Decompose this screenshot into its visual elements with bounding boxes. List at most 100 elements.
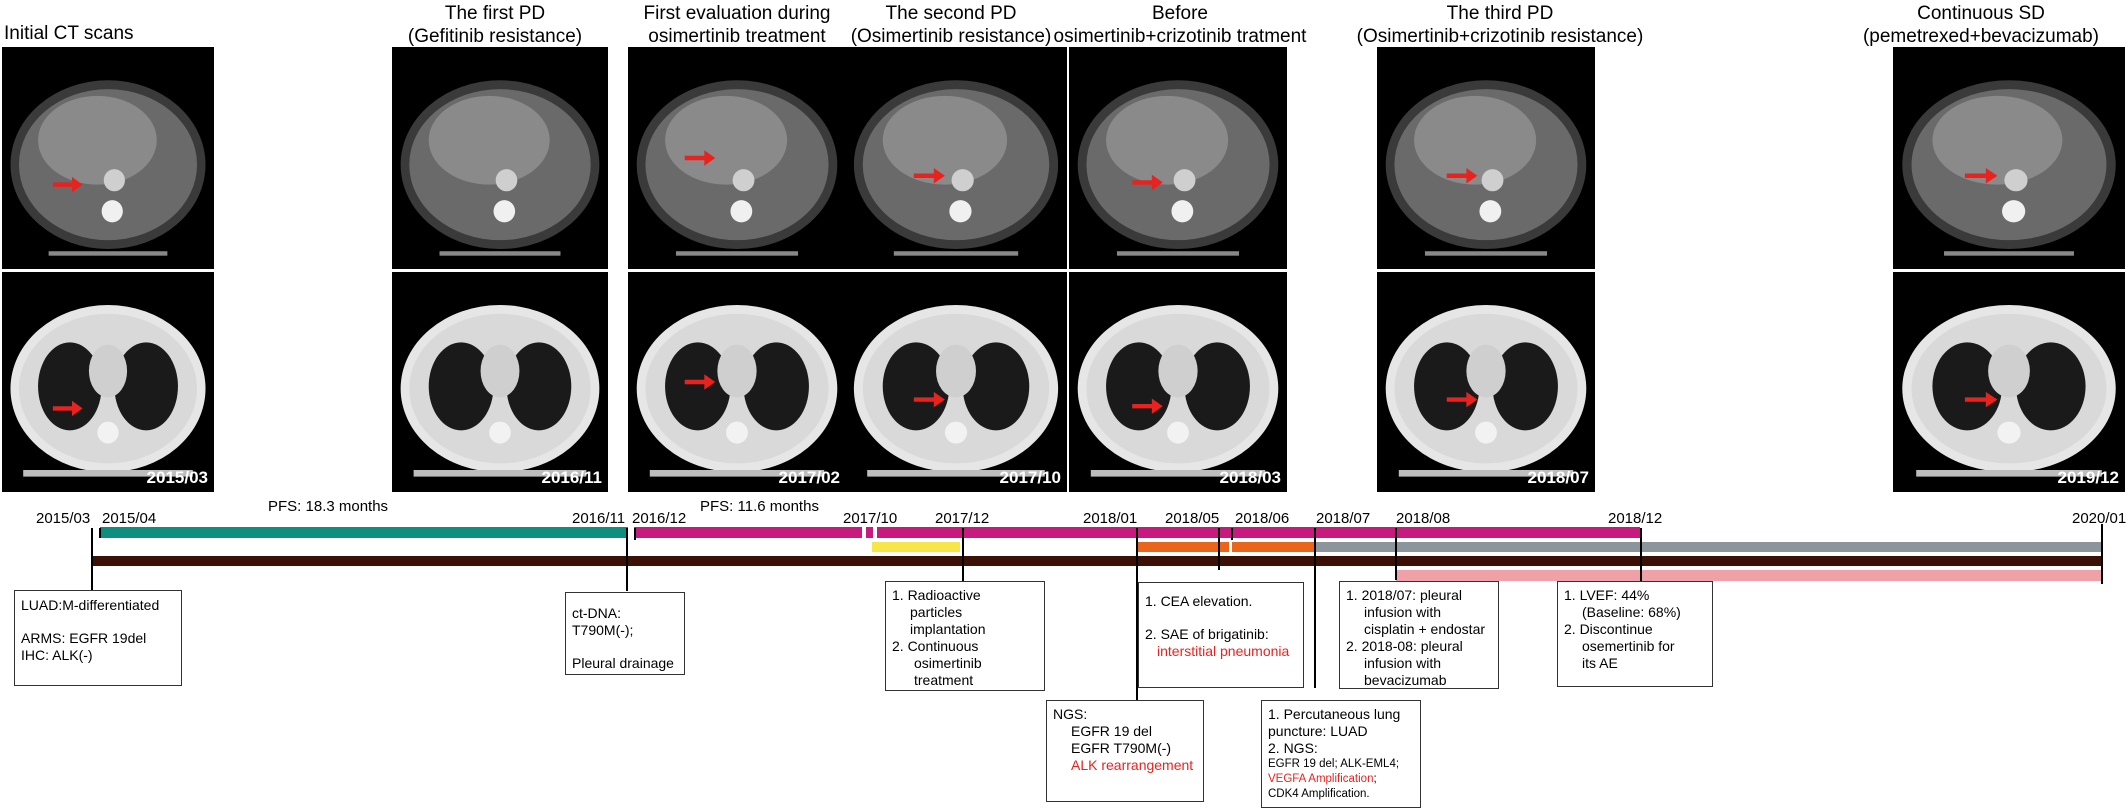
title-second-pd-line2: (Osimertinib resistance) <box>850 26 1052 47</box>
note-ngs-2-vegfa: VEGFA Amplification <box>1268 773 1374 785</box>
date-2020-01: 2020/01 <box>2072 510 2127 527</box>
title-first-eval-line2: osimertinib treatment <box>648 26 826 47</box>
date-2018-12: 2018/12 <box>1608 510 1663 527</box>
note-lvef-line2: (Baseline: 68%) <box>1582 604 1681 620</box>
title-first-pd: The first PD (Gefitinib resistance) <box>380 2 610 48</box>
note-diagnosis-line2: ARMS: EGFR 19del <box>21 630 147 646</box>
note-pleural-line5: infusion with <box>1364 655 1442 671</box>
note-ngs-1-line2: EGFR 19 del <box>1071 723 1152 739</box>
pfs-label-1: PFS: 18.3 months <box>268 498 389 515</box>
note-brigatinib-line3: interstitial pneumonia <box>1157 643 1290 659</box>
title-before-line1: Before <box>1152 3 1208 24</box>
scan-date-label: 2018/03 <box>1219 468 1281 487</box>
date-2017-12: 2017/12 <box>935 510 990 527</box>
note-pleural-line6: bevacizumab <box>1364 672 1447 688</box>
note-radioactive-line5: treatment <box>914 672 974 688</box>
marker-2020-01 <box>2101 524 2103 584</box>
ct-scan-image: 2017/02 <box>628 272 846 492</box>
bar-osimertinib-3 <box>1232 527 1640 538</box>
note-lvef-line3: 2. Discontinue <box>1564 621 1653 637</box>
title-first-pd-line2: (Gefitinib resistance) <box>407 26 583 47</box>
marker-2015-03 <box>91 528 93 594</box>
note-pleural-line4: 2. 2018-08: pleural <box>1346 638 1463 654</box>
note-ngs-2-line2: puncture: LUAD <box>1268 723 1368 739</box>
ct-scan-drawing <box>636 80 838 256</box>
bar-brigatinib <box>1137 542 1229 552</box>
ct-scan-drawing <box>1077 80 1279 256</box>
note-lvef: 1. LVEF: 44% (Baseline: 68%) 2. Disconti… <box>1557 581 1713 687</box>
ct-scan-drawing <box>1902 80 2116 256</box>
ct-scan-image <box>1069 47 1287 269</box>
note-ngs-1-line4: ALK rearrangement <box>1071 757 1194 773</box>
scan-date-label: 2016/11 <box>541 468 602 487</box>
note-ngs-1-line3: EGFR T790M(-) <box>1071 740 1172 756</box>
note-first-pd-line1: ct-DNA: T790M(-); <box>572 605 634 638</box>
ct-scan-image <box>628 47 846 269</box>
ct-scan-drawing <box>400 80 600 256</box>
date-2015-03: 2015/03 <box>36 510 91 527</box>
note-ngs-2-semicolon: ; <box>1373 773 1377 785</box>
bar-radioactive-particles <box>872 542 960 552</box>
date-2018-07: 2018/07 <box>1316 510 1371 527</box>
note-first-pd-line2: Pleural drainage <box>572 655 674 671</box>
marker-2018-12 <box>1640 528 1642 582</box>
marker-2018-06 <box>1231 528 1233 540</box>
title-second-pd: The second PD (Osimertinib resistance) <box>836 2 1066 48</box>
ct-scan-drawing <box>10 305 206 477</box>
date-2018-01: 2018/01 <box>1083 510 1138 527</box>
ct-scan-image <box>392 47 608 269</box>
title-second-pd-line1: The second PD <box>885 3 1017 24</box>
ct-scan-image <box>1377 47 1595 269</box>
marker-2018-08 <box>1395 528 1397 580</box>
title-continuous-sd-line2: (pemetrexed+bevacizumab) <box>1862 26 2100 47</box>
marker-2017-12 <box>962 528 964 582</box>
note-diagnosis: LUAD:M-differentiated ARMS: EGFR 19del I… <box>14 590 182 686</box>
title-before-line2: osimertinib+crizotinib tratment <box>1053 26 1307 47</box>
note-lvef-line5: its AE <box>1582 655 1618 671</box>
title-initial-ct: Initial CT scans <box>4 23 134 44</box>
ct-scan-drawing <box>400 305 600 477</box>
note-ngs-1-line1: NGS: <box>1053 706 1088 722</box>
note-pleural-line1: 1. 2018/07: pleural <box>1346 587 1462 603</box>
note-brigatinib-line1: 1. CEA elevation. <box>1145 593 1253 609</box>
note-ngs-2-line6: CDK4 Amplification. <box>1268 788 1370 800</box>
date-2016-11: 2016/11 <box>572 510 626 527</box>
note-radioactive-line1: 1. Radioactive <box>892 587 981 603</box>
scan-date-label: 2019/12 <box>2057 468 2119 487</box>
pfs-label-2: PFS: 11.6 months <box>700 498 819 515</box>
note-pleural-line3: cisplatin + endostar <box>1364 621 1486 637</box>
marker-2016-11 <box>626 528 628 591</box>
ct-scan-image: 2015/03 <box>2 272 214 492</box>
note-ngs-1: NGS: EGFR 19 del EGFR T790M(-) ALK rearr… <box>1046 700 1204 802</box>
date-2018-08: 2018/08 <box>1396 510 1451 527</box>
date-2016-12: 2016/12 <box>632 510 687 527</box>
title-first-eval: First evaluation during osimertinib trea… <box>622 2 852 48</box>
note-brigatinib-line2: 2. SAE of brigatinib: <box>1145 626 1269 642</box>
bar-osimertinib-2 <box>877 527 1317 538</box>
date-2017-10: 2017/10 <box>843 510 898 527</box>
note-lvef-line4: osemertinib for <box>1582 638 1675 654</box>
ct-scan-drawing <box>853 305 1059 477</box>
title-continuous-sd-line1: Continuous SD <box>1917 3 2045 24</box>
scan-date-label: 2018/07 <box>1527 468 1589 487</box>
bar-overall-course <box>92 556 2102 566</box>
ct-scan-image <box>1893 47 2125 269</box>
marker-2018-01 <box>1136 528 1138 700</box>
ct-scan-image <box>2 47 214 269</box>
ct-scan-drawing <box>853 80 1059 256</box>
note-ngs-2-line3: 2. NGS: <box>1268 740 1318 756</box>
marker-2016-12 <box>634 528 636 540</box>
scan-date-label: 2015/03 <box>146 468 208 487</box>
note-diagnosis-line1: LUAD:M-differentiated <box>21 597 160 613</box>
date-2015-04: 2015/04 <box>102 510 157 527</box>
note-lvef-line1: 1. LVEF: 44% <box>1564 587 1650 603</box>
note-radioactive-line4: osimertinib <box>914 655 982 671</box>
note-radioactive-line2: particles implantation <box>910 604 986 637</box>
bar-crizotinib <box>1232 542 1314 552</box>
ct-scan-drawing <box>1385 305 1587 477</box>
bar-bevacizumab <box>1396 570 2102 581</box>
note-ngs-2: 1. Percutaneous lung puncture: LUAD 2. N… <box>1261 700 1421 808</box>
note-diagnosis-line3: IHC: ALK(-) <box>21 647 93 663</box>
scan-date-label: 2017/02 <box>778 468 840 487</box>
title-third-pd-line2: (Osimertinib+crizotinib resistance) <box>1356 26 1644 47</box>
